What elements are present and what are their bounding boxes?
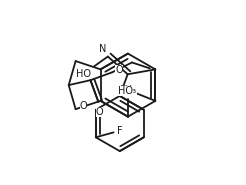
Text: N: N: [99, 44, 106, 54]
Text: F: F: [117, 126, 122, 136]
Text: O: O: [95, 107, 103, 117]
Text: HO: HO: [118, 86, 133, 96]
Text: HO: HO: [76, 69, 91, 79]
Text: O: O: [115, 65, 123, 75]
Text: CH₃: CH₃: [119, 85, 137, 95]
Text: O: O: [80, 101, 87, 111]
